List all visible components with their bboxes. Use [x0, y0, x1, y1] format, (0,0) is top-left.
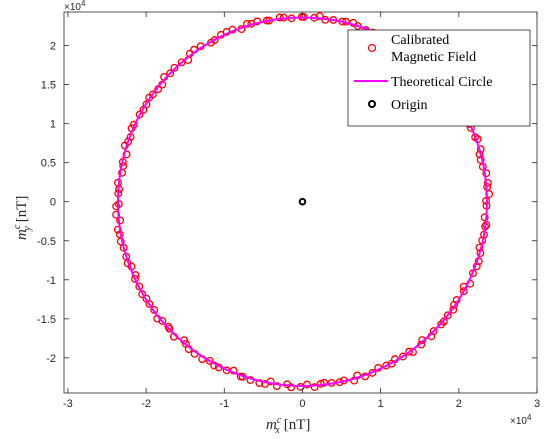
legend-marker-calibrated — [367, 43, 377, 53]
calibrated-point — [483, 178, 492, 187]
calibrated-point — [287, 383, 296, 392]
calibrated-point — [439, 317, 448, 326]
x-tick-label: 2 — [456, 398, 462, 410]
calibrated-point — [272, 382, 281, 391]
legend-marker-origin — [368, 100, 376, 108]
x-tick-label: 3 — [534, 398, 540, 410]
y-tick-label: -1.5 — [37, 314, 56, 326]
legend-label-origin: Origin — [391, 98, 428, 113]
calibrated-point — [165, 324, 174, 333]
calibrated-point — [303, 380, 311, 389]
calibrated-point — [138, 290, 147, 299]
calibrated-point — [471, 133, 480, 142]
legend-label-calibrated-line1: Calibrated — [391, 33, 449, 48]
calibrated-point — [459, 287, 468, 296]
y-tick-label: 0.5 — [41, 158, 56, 170]
axes — [63, 11, 538, 394]
calibrated-point — [443, 311, 452, 320]
calibrated-point — [170, 63, 179, 72]
calibrated-point — [243, 19, 251, 28]
legend-label-theoretical: Theoretical Circle — [391, 75, 492, 90]
calibrated-point — [145, 93, 154, 102]
axes-box — [63, 11, 538, 394]
calibrated-point — [166, 69, 175, 78]
y-axis-exponent: ×104 — [64, 0, 86, 13]
calibrated-point — [118, 168, 126, 177]
y-axis-label: mcy[nT] — [12, 196, 33, 240]
y-tick-label: 1.5 — [41, 80, 56, 92]
calibrated-point — [399, 352, 407, 361]
x-axis-label: mc x [nT] — [266, 415, 310, 436]
calibrated-point — [320, 378, 329, 387]
calibrated-point — [113, 225, 122, 234]
tick-labels: -3 -2 -1 0 1 2 3 -2 -1.5 -1 -0.5 0 0.5 1 1.5 2 — [37, 41, 540, 410]
calibrated-point — [480, 213, 489, 222]
calibrated-point — [177, 58, 186, 67]
calibrated-point — [158, 316, 167, 325]
y-tick-label: -1 — [46, 275, 56, 287]
x-tick-label: 1 — [378, 398, 384, 410]
calibrated-point — [112, 202, 121, 211]
x-tick-label: 0 — [299, 398, 305, 410]
x-tick-label: -1 — [219, 398, 229, 410]
calibrated-point — [482, 169, 491, 178]
calibrated-point — [315, 12, 324, 21]
calibrated-point — [429, 327, 438, 336]
origin-point — [298, 197, 307, 206]
legend: Calibrated Magnetic Field Theoretical Ci… — [347, 29, 531, 127]
x-tick-label: -2 — [141, 398, 151, 410]
x-axis-exponent: ×104 — [510, 413, 532, 427]
y-tick-label: 2 — [50, 41, 56, 53]
calibrated-point — [135, 110, 144, 119]
y-tick-label: -0.5 — [37, 236, 56, 248]
y-tick-label: 0 — [50, 197, 56, 209]
legend-box — [347, 29, 531, 127]
calibrated-point — [310, 383, 319, 392]
y-tick-label: -2 — [46, 353, 56, 365]
theoretical-circle — [116, 16, 488, 387]
calibrated-point — [266, 377, 275, 386]
calibrated-point — [112, 210, 121, 219]
calibrated-point — [131, 274, 139, 283]
calibrated-point — [405, 347, 414, 356]
calibrated-point — [255, 379, 264, 387]
calibrated-point — [150, 305, 159, 314]
calibrated-point — [145, 300, 154, 308]
calibrated-point — [205, 356, 214, 365]
legend-label-calibrated-line2: Magnetic Field — [391, 50, 476, 65]
y-tick-label: 1 — [50, 119, 56, 131]
x-tick-label: -3 — [63, 398, 73, 410]
